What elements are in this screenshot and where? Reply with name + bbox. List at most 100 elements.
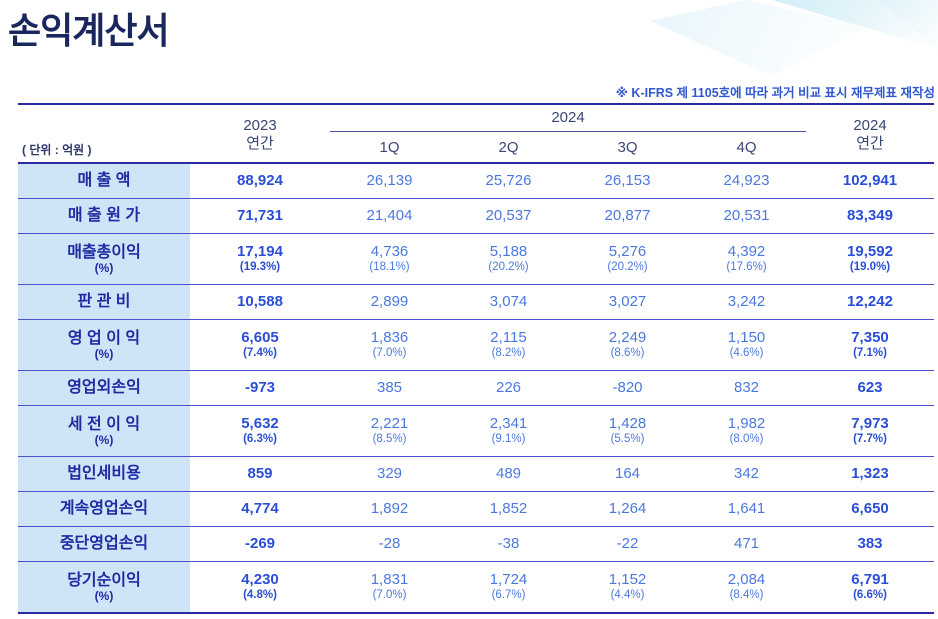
value: 1,831 [370, 571, 409, 589]
value: 1,982 [727, 415, 766, 433]
percent-value: (7.0%) [372, 589, 407, 602]
percent-value: (17.6%) [726, 261, 767, 274]
row-label: 계속영업손익 [59, 500, 149, 518]
row-label: 당기순이익 [67, 571, 141, 589]
value-cell: 385 [330, 371, 449, 405]
value-cell: 164 [568, 457, 687, 491]
row-percent-label: (%) [94, 433, 114, 447]
income-statement-table: ( 단위 : 억원 ) 2023 연간 2024 1Q 2Q 3Q 4Q 202… [18, 103, 934, 614]
percent-value: (18.1%) [369, 261, 410, 274]
row-label-cell: 세 전 이 익 (%) [18, 406, 190, 456]
percent-value: (8.4%) [729, 589, 764, 602]
value-cell: 1,852 [449, 492, 568, 526]
value: 20,877 [604, 207, 651, 224]
value: 1,852 [489, 500, 528, 517]
percent-value: (20.2%) [488, 261, 529, 274]
value: 1,641 [727, 500, 766, 517]
row-label-cell: 중단영업손익 [18, 527, 190, 561]
value: 2,341 [489, 415, 528, 433]
value-cell: 329 [330, 457, 449, 491]
value: 1,428 [608, 415, 647, 433]
value-cell: 471 [687, 527, 806, 561]
value: 2,249 [608, 329, 647, 347]
value-cell: -22 [568, 527, 687, 561]
percent-value: (19.0%) [849, 261, 891, 274]
value: 1,323 [851, 465, 889, 482]
value: 5,276 [608, 243, 647, 261]
value-cell: 5,276 (20.2%) [568, 234, 687, 284]
row-label: 영업외손익 [67, 379, 141, 397]
value: 383 [857, 535, 883, 552]
value-cell: 1,152 (4.4%) [568, 562, 687, 612]
value: 4,392 [727, 243, 766, 261]
value-cell: 3,074 [449, 285, 568, 319]
value-cell: 17,194 (19.3%) [190, 234, 330, 284]
row-label-cell: 법인세비용 [18, 457, 190, 491]
value: 2,084 [727, 571, 766, 589]
percent-value: (6.6%) [853, 589, 887, 602]
value-cell: 226 [449, 371, 568, 405]
unit-label: ( 단위 : 억원 ) [22, 142, 92, 157]
table-row: 판 관 비 10,588 2,899 3,074 3,027 3,242 12,242 [18, 284, 934, 319]
value: 859 [247, 465, 273, 482]
row-label: 세 전 이 익 [67, 415, 141, 433]
value: 26,139 [366, 172, 413, 189]
value-cell: 1,836 (7.0%) [330, 320, 449, 370]
value-cell: 25,726 [449, 164, 568, 198]
value: 5,632 [241, 415, 279, 433]
column-header-4q: 4Q [736, 139, 757, 156]
value: 25,726 [485, 172, 532, 189]
value-cell: -28 [330, 527, 449, 561]
percent-value: (9.1%) [491, 433, 526, 446]
row-label: 중단영업손익 [59, 535, 149, 553]
value: 6,650 [851, 500, 889, 517]
value-cell: 6,650 [806, 492, 934, 526]
percent-value: (4.6%) [729, 347, 764, 360]
annual-label: 연간 [246, 134, 274, 152]
column-header-2023-annual: 2023 연간 [190, 105, 330, 162]
value-cell: 1,982 (8.0%) [687, 406, 806, 456]
value-cell: 21,404 [330, 199, 449, 233]
value-cell: -269 [190, 527, 330, 561]
value-cell: 4,736 (18.1%) [330, 234, 449, 284]
value-cell: 623 [806, 371, 934, 405]
value: 10,588 [237, 293, 283, 310]
value-cell: 20,537 [449, 199, 568, 233]
row-label-cell: 판 관 비 [18, 285, 190, 319]
table-row: 매출총이익 (%) 17,194 (19.3%) 4,736 (18.1%) 5,188 (2… [18, 233, 934, 284]
value: -820 [612, 379, 643, 396]
value: 6,605 [241, 329, 279, 347]
value: 19,592 [847, 243, 893, 261]
percent-value: (4.8%) [243, 589, 277, 602]
value-cell: 10,588 [190, 285, 330, 319]
value-cell: 19,592 (19.0%) [806, 234, 934, 284]
value-cell: 24,923 [687, 164, 806, 198]
value: 4,774 [241, 500, 279, 517]
value-cell: -973 [190, 371, 330, 405]
value-cell: -820 [568, 371, 687, 405]
table-row: 세 전 이 익 (%) 5,632 (6.3%) 2,221 (8.5%) 2,341 (9.… [18, 405, 934, 456]
row-label-cell: 계속영업손익 [18, 492, 190, 526]
value-cell: 1,264 [568, 492, 687, 526]
percent-value: (8.2%) [491, 347, 526, 360]
row-label-cell: 영업외손익 [18, 371, 190, 405]
value-cell: 7,973 (7.7%) [806, 406, 934, 456]
percent-value: (7.0%) [372, 347, 407, 360]
percent-value: (8.0%) [729, 433, 764, 446]
value-cell: 5,632 (6.3%) [190, 406, 330, 456]
value-cell: 3,027 [568, 285, 687, 319]
value-cell: 1,150 (4.6%) [687, 320, 806, 370]
row-label: 영 업 이 익 [67, 329, 141, 347]
value-cell: 1,428 (5.5%) [568, 406, 687, 456]
value: 164 [614, 465, 641, 482]
value-cell: 12,242 [806, 285, 934, 319]
value: 20,537 [485, 207, 532, 224]
value-cell: 88,924 [190, 164, 330, 198]
table-row: 영업외손익 -973 385 226 -820 832 623 [18, 370, 934, 405]
value-cell: 26,153 [568, 164, 687, 198]
row-label-cell: 당기순이익 (%) [18, 562, 190, 612]
percent-value: (7.4%) [243, 347, 277, 360]
column-header-2q: 2Q [498, 139, 519, 156]
value-cell: 2,249 (8.6%) [568, 320, 687, 370]
row-label: 매 출 액 [77, 172, 131, 190]
